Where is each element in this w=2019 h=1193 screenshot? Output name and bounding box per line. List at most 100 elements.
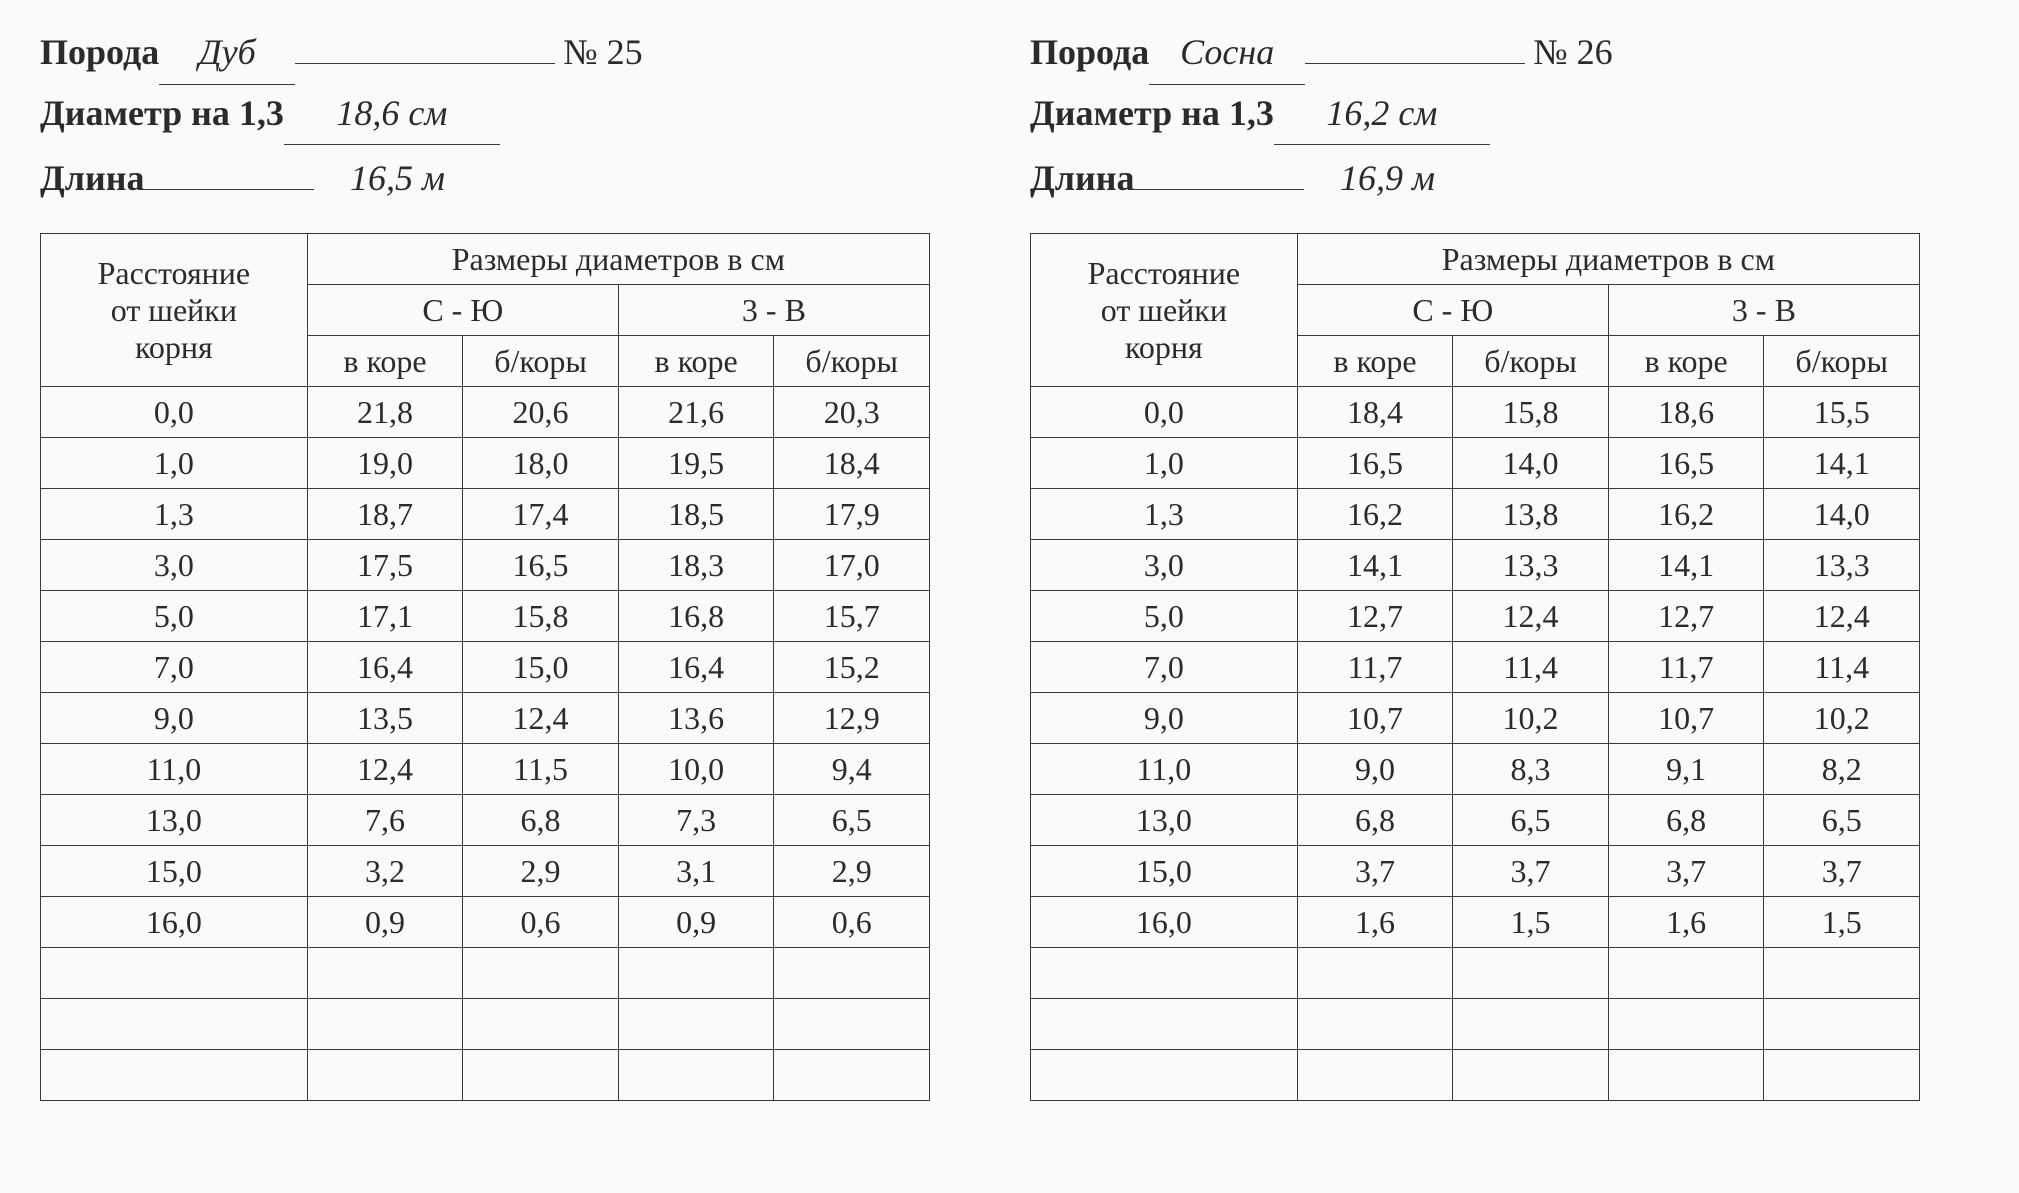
cell	[774, 948, 930, 999]
cell: 1,6	[1608, 897, 1764, 948]
cell	[1031, 999, 1298, 1050]
cell: 12,4	[1453, 591, 1609, 642]
cell: 16,0	[41, 897, 308, 948]
cell: 3,7	[1297, 846, 1453, 897]
cell: 16,2	[1608, 489, 1764, 540]
cell: 17,9	[774, 489, 930, 540]
value-number-right: 26	[1577, 24, 1613, 82]
row-diameter-left: Диаметр на 1,3 18,6 см	[40, 85, 930, 146]
header-bark: в коре	[307, 336, 463, 387]
row-length-left: Длина 16,5 м	[40, 145, 930, 209]
cell: 1,3	[1031, 489, 1298, 540]
cell: 19,0	[307, 438, 463, 489]
table-row: 5,017,115,816,815,7	[41, 591, 930, 642]
row-diameter-right: Диаметр на 1,3 16,2 см	[1030, 85, 1920, 146]
cell	[1297, 948, 1453, 999]
cell: 3,2	[307, 846, 463, 897]
cell	[618, 948, 774, 999]
cell: 20,3	[774, 387, 930, 438]
cell	[1297, 1050, 1453, 1101]
cell: 10,7	[1297, 693, 1453, 744]
cell: 9,0	[41, 693, 308, 744]
cell: 10,0	[618, 744, 774, 795]
cell: 16,0	[1031, 897, 1298, 948]
cell: 16,5	[1297, 438, 1453, 489]
cell: 12,4	[1764, 591, 1920, 642]
header-ew: 3 - В	[1608, 285, 1919, 336]
cell: 17,4	[463, 489, 619, 540]
cell: 18,4	[1297, 387, 1453, 438]
cell	[1453, 999, 1609, 1050]
cell: 14,0	[1453, 438, 1609, 489]
cell	[1764, 948, 1920, 999]
value-length-right: 16,9 м	[1304, 150, 1470, 210]
cell: 7,0	[41, 642, 308, 693]
cell: 11,0	[41, 744, 308, 795]
cell: 12,4	[463, 693, 619, 744]
table-row	[41, 948, 930, 999]
cell	[1031, 948, 1298, 999]
header-ns: С - Ю	[307, 285, 618, 336]
label-length: Длина	[40, 150, 144, 208]
cell: 18,7	[307, 489, 463, 540]
table-row: 15,03,22,93,12,9	[41, 846, 930, 897]
cell: 0,9	[618, 897, 774, 948]
cell: 1,5	[1453, 897, 1609, 948]
cell: 14,1	[1608, 540, 1764, 591]
header-distance-l2: от шейки	[1031, 292, 1297, 329]
cell: 6,8	[1608, 795, 1764, 846]
cell: 1,6	[1297, 897, 1453, 948]
cell	[463, 948, 619, 999]
cell: 1,0	[1031, 438, 1298, 489]
value-length-left: 16,5 м	[314, 150, 480, 210]
cell: 9,0	[1031, 693, 1298, 744]
cell: 18,0	[463, 438, 619, 489]
card-left: Порода Дуб № 25 Диаметр на 1,3 18,6 см Д…	[40, 20, 930, 1173]
cell: 11,4	[1453, 642, 1609, 693]
cell	[1031, 1050, 1298, 1101]
table-row: 11,09,08,39,18,2	[1031, 744, 1920, 795]
cell: 0,6	[463, 897, 619, 948]
cell: 10,7	[1608, 693, 1764, 744]
page: Порода Дуб № 25 Диаметр на 1,3 18,6 см Д…	[0, 0, 2019, 1193]
cell: 14,1	[1764, 438, 1920, 489]
cell	[307, 1050, 463, 1101]
cell: 6,5	[1453, 795, 1609, 846]
table-row: 1,019,018,019,518,4	[41, 438, 930, 489]
cell	[774, 999, 930, 1050]
header-bark: в коре	[1608, 336, 1764, 387]
table-row: 16,00,90,60,90,6	[41, 897, 930, 948]
header-nobark: б/коры	[463, 336, 619, 387]
label-number: №	[1533, 24, 1567, 82]
header-distance-l1: Расстояние	[1031, 255, 1297, 292]
cell: 13,8	[1453, 489, 1609, 540]
row-species-right: Порода Сосна № 26	[1030, 20, 1920, 85]
table-row: 5,012,712,412,712,4	[1031, 591, 1920, 642]
cell: 13,3	[1453, 540, 1609, 591]
cell: 6,5	[774, 795, 930, 846]
header-sizes: Размеры диаметров в см	[1297, 234, 1919, 285]
header-distance: Расстояние от шейки корня	[1031, 234, 1298, 387]
cell: 12,7	[1608, 591, 1764, 642]
header-right: Порода Сосна № 26 Диаметр на 1,3 16,2 см…	[1030, 20, 1920, 209]
cell: 16,4	[307, 642, 463, 693]
cell	[618, 999, 774, 1050]
cell	[774, 1050, 930, 1101]
table-row	[1031, 1050, 1920, 1101]
cell	[463, 1050, 619, 1101]
cell: 16,5	[1608, 438, 1764, 489]
table-row	[41, 999, 930, 1050]
label-number: №	[563, 24, 597, 82]
cell	[1453, 948, 1609, 999]
cell: 21,8	[307, 387, 463, 438]
cell: 18,6	[1608, 387, 1764, 438]
table-head: Расстояние от шейки корня Размеры диамет…	[41, 234, 930, 387]
header-nobark: б/коры	[774, 336, 930, 387]
cell: 0,0	[1031, 387, 1298, 438]
cell: 3,7	[1453, 846, 1609, 897]
cell: 9,4	[774, 744, 930, 795]
table-row	[41, 1050, 930, 1101]
label-diameter: Диаметр на 1,3	[40, 85, 284, 143]
blank-line	[144, 145, 314, 189]
table-row: 0,018,415,818,615,5	[1031, 387, 1920, 438]
